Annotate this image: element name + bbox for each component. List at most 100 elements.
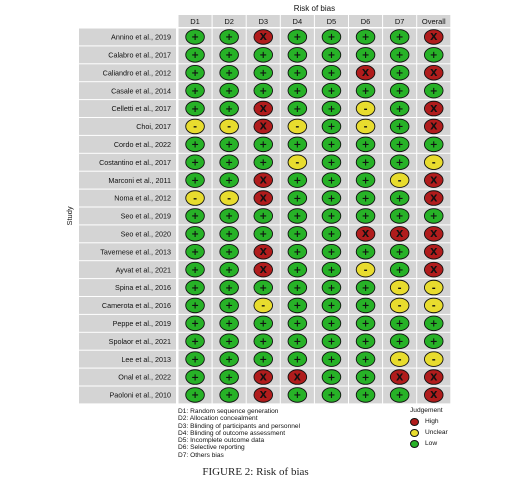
study-label: Noma et al., 2012 xyxy=(114,194,171,203)
rating-symbol: + xyxy=(259,86,267,97)
rating-mark-low xyxy=(253,351,273,367)
rating-symbol: + xyxy=(396,157,404,168)
study-label: Spina et al., 2016 xyxy=(115,283,171,292)
rating-symbol: + xyxy=(225,247,233,258)
rating-mark-low xyxy=(219,82,239,99)
study-label: Casale et al., 2014 xyxy=(111,86,171,95)
rating-symbol: X xyxy=(430,390,438,401)
rating-symbol: + xyxy=(396,68,404,79)
study-label: Cordo et al., 2022 xyxy=(114,140,171,149)
rating-mark-low xyxy=(253,64,273,81)
rating-mark-low xyxy=(355,82,376,99)
rating-symbol: + xyxy=(396,104,404,115)
rating-symbol: + xyxy=(327,175,335,186)
rating-symbol: + xyxy=(327,104,335,115)
rating-symbol: + xyxy=(191,354,199,365)
rating-mark-low xyxy=(355,387,376,403)
rating-mark-low xyxy=(355,369,376,385)
rating-symbol: + xyxy=(259,229,267,240)
rating-mark-low xyxy=(321,136,342,153)
study-label-cell xyxy=(79,350,176,368)
domain-legend: D1: Random sequence generation D2: Alloca… xyxy=(178,408,300,459)
rating-symbol: + xyxy=(430,211,438,222)
rating-symbol: + xyxy=(191,140,199,151)
rating-symbol: + xyxy=(293,68,301,79)
rating-symbol: + xyxy=(293,86,301,97)
rating-symbol: - xyxy=(432,283,436,294)
study-label-cell xyxy=(79,46,176,64)
rating-mark-low xyxy=(321,29,342,45)
rating-mark-high xyxy=(253,387,273,403)
rating-mark-low xyxy=(389,100,410,117)
rating-symbol: X xyxy=(260,247,268,258)
rating-mark-low xyxy=(389,136,410,153)
rating-mark-low xyxy=(321,315,342,332)
rating-symbol: + xyxy=(327,301,335,312)
rating-mark-low xyxy=(253,315,273,332)
rating-mark-unclear xyxy=(389,351,410,367)
rating-symbol: + xyxy=(362,193,370,204)
rating-symbol: + xyxy=(225,175,233,186)
study-label: Tavernese et al., 2013 xyxy=(100,247,171,256)
rating-mark-low xyxy=(355,47,376,63)
rating-symbol: + xyxy=(396,265,404,276)
study-label-cell xyxy=(79,64,176,82)
rating-mark-high xyxy=(253,118,273,135)
study-label-cell xyxy=(79,368,176,386)
rating-mark-low xyxy=(287,100,308,117)
rating-symbol: - xyxy=(364,265,368,276)
rating-symbol: + xyxy=(225,283,233,294)
study-label-cell xyxy=(79,332,176,350)
study-label-cell xyxy=(79,189,176,207)
rating-symbol: + xyxy=(259,157,267,168)
rating-mark-low xyxy=(219,64,239,81)
rating-mark-low xyxy=(253,208,273,224)
rating-mark-high xyxy=(424,369,444,385)
rating-mark-low xyxy=(321,118,342,135)
rating-symbol: + xyxy=(327,319,335,330)
rating-symbol: - xyxy=(398,301,402,312)
rating-symbol: + xyxy=(362,390,370,401)
rating-mark-unclear xyxy=(185,118,205,135)
rating-symbol: + xyxy=(396,247,404,258)
domain-description: D3: Blinding of participants and personn… xyxy=(178,422,301,430)
rating-symbol: + xyxy=(191,175,199,186)
rating-mark-low xyxy=(219,29,239,45)
rating-symbol: + xyxy=(396,193,404,204)
study-label: Marconi et al., 2011 xyxy=(108,176,171,185)
study-label: Camerota et al., 2016 xyxy=(102,301,171,310)
rating-symbol: + xyxy=(225,336,233,347)
column-header-cell xyxy=(212,15,246,27)
rating-mark-low xyxy=(355,297,376,314)
y-axis-label: Study xyxy=(65,206,74,225)
judgement-label: Low xyxy=(425,440,438,447)
rating-mark-low xyxy=(219,136,239,153)
column-header-cell xyxy=(246,15,280,27)
rating-symbol: X xyxy=(396,229,404,240)
rating-mark-low xyxy=(185,315,205,332)
rating-symbol: + xyxy=(293,175,301,186)
rating-symbol: + xyxy=(191,283,199,294)
rating-mark-low xyxy=(219,154,239,170)
column-header-label: D6 xyxy=(361,17,371,26)
rating-mark-low xyxy=(219,100,239,117)
rating-symbol: + xyxy=(191,86,199,97)
judgement-legend: Judgement High Unclear Low xyxy=(404,407,464,449)
rating-mark-high xyxy=(389,226,410,242)
study-label-cell xyxy=(79,261,176,279)
rating-mark-low xyxy=(424,315,444,332)
rating-symbol: X xyxy=(260,193,268,204)
rating-symbol: + xyxy=(327,336,335,347)
rating-symbol: + xyxy=(293,319,301,330)
rating-mark-low xyxy=(219,387,239,403)
rating-symbol: - xyxy=(193,193,197,204)
rating-mark-unclear xyxy=(424,154,444,170)
column-header-cell xyxy=(349,15,383,27)
study-label-cell xyxy=(79,314,176,332)
rating-symbol: + xyxy=(327,86,335,97)
rating-symbol: + xyxy=(259,319,267,330)
rating-mark-high xyxy=(253,172,273,188)
rating-mark-high xyxy=(355,64,376,81)
rating-mark-low xyxy=(287,315,308,332)
rating-symbol: + xyxy=(327,50,335,61)
